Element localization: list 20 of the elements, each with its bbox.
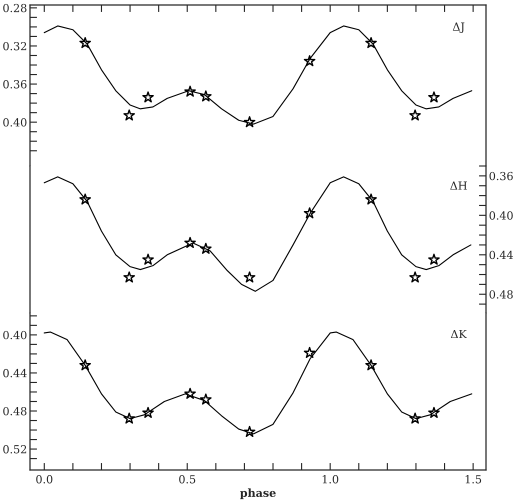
x-axis-title: phase <box>240 488 276 500</box>
x-tick-label: 1.5 <box>466 475 482 484</box>
annotation: ΔH <box>450 182 467 190</box>
y-tick-label: 0.44 <box>3 368 27 378</box>
y2-tick-label: 0.44 <box>490 250 513 260</box>
y-tick-label: 0.48 <box>3 406 26 416</box>
y-tick-label: 0.28 <box>3 4 26 12</box>
annotation: ΔK <box>450 330 467 338</box>
y-tick-label: 0.40 <box>3 330 26 340</box>
x-tick-label: 0.5 <box>179 475 196 484</box>
y-tick-label: 0.52 <box>3 445 26 454</box>
y-tick-label: 0.32 <box>3 42 26 50</box>
y2-tick-label: 0.36 <box>490 172 513 180</box>
y2-tick-label: 0.48 <box>490 290 513 299</box>
x-tick-label: 1.0 <box>322 475 338 484</box>
x-tick-label: 0.0 <box>36 475 52 484</box>
y-tick-label: 0.36 <box>3 80 27 88</box>
annotation: ΔJ <box>452 22 464 33</box>
y2-tick-label: 0.40 <box>490 211 513 220</box>
y-tick-label: 0.40 <box>3 118 26 127</box>
